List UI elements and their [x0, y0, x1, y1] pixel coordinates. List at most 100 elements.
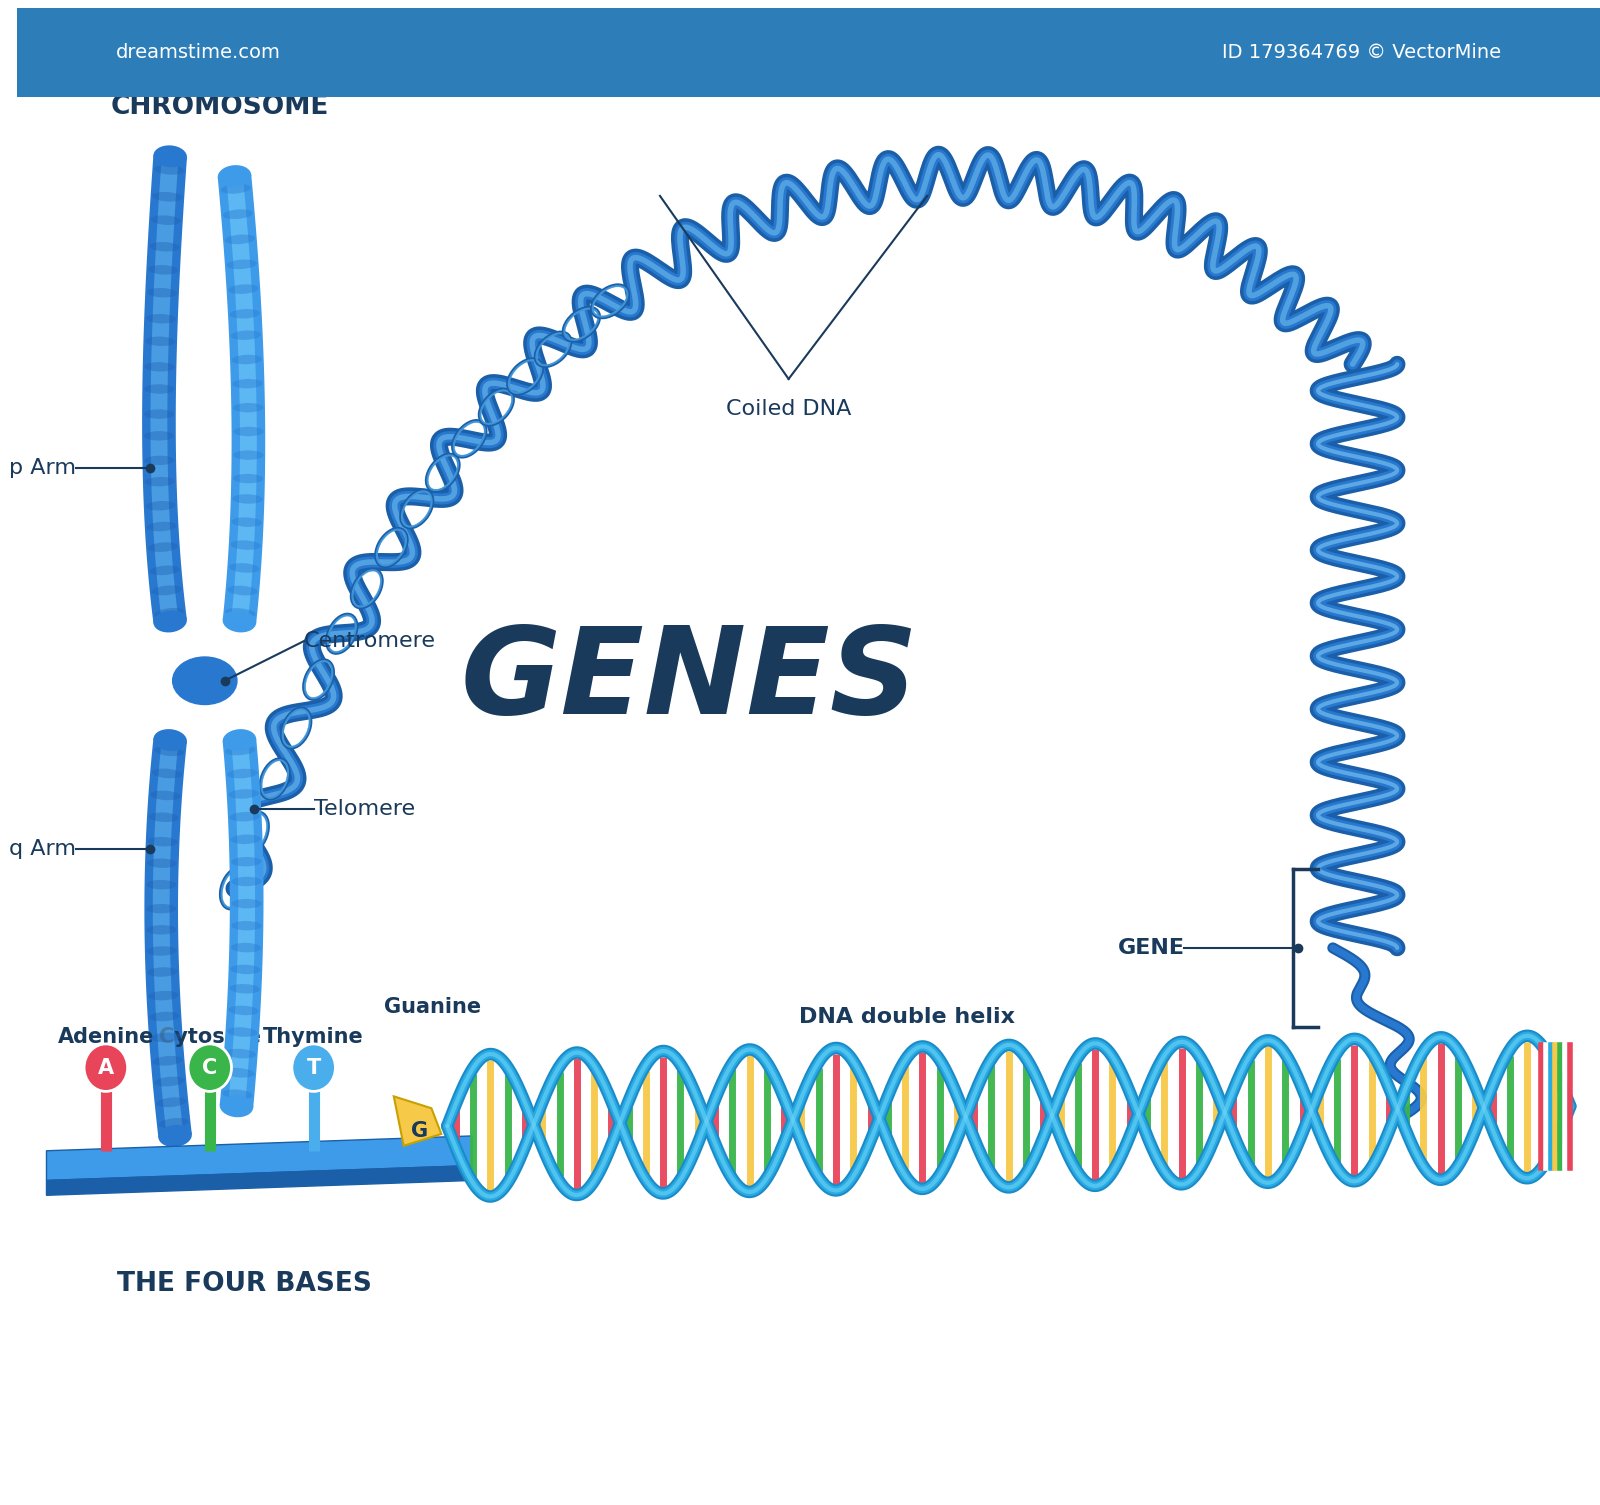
Ellipse shape [146, 905, 176, 914]
Ellipse shape [147, 858, 178, 868]
Ellipse shape [222, 209, 253, 220]
Polygon shape [150, 155, 179, 623]
Text: p Arm: p Arm [10, 458, 77, 479]
Ellipse shape [150, 566, 179, 575]
Text: Guanine: Guanine [384, 998, 482, 1017]
Ellipse shape [227, 1028, 258, 1037]
Ellipse shape [226, 608, 256, 619]
Text: Telomere: Telomere [314, 799, 414, 819]
Text: THE FOUR BASES: THE FOUR BASES [117, 1272, 371, 1297]
Ellipse shape [152, 769, 182, 778]
Ellipse shape [229, 284, 259, 293]
Ellipse shape [147, 542, 178, 552]
Ellipse shape [150, 1032, 181, 1041]
Ellipse shape [230, 856, 261, 867]
Ellipse shape [152, 585, 182, 596]
Ellipse shape [147, 968, 178, 977]
Ellipse shape [232, 898, 262, 909]
Ellipse shape [85, 1044, 128, 1091]
Ellipse shape [147, 522, 176, 531]
Polygon shape [394, 1096, 442, 1145]
Ellipse shape [291, 1044, 336, 1091]
Text: Coiled DNA: Coiled DNA [726, 399, 851, 418]
Ellipse shape [221, 184, 251, 194]
Text: dreamstime.com: dreamstime.com [115, 44, 280, 62]
Polygon shape [226, 176, 258, 622]
Ellipse shape [146, 501, 176, 510]
Polygon shape [144, 739, 192, 1138]
Ellipse shape [222, 728, 256, 751]
Text: GENES: GENES [461, 622, 918, 739]
Ellipse shape [146, 315, 176, 324]
Ellipse shape [173, 658, 237, 704]
Ellipse shape [226, 235, 254, 244]
Ellipse shape [230, 965, 261, 974]
Ellipse shape [147, 287, 178, 298]
Ellipse shape [154, 728, 187, 751]
Text: G: G [411, 1121, 429, 1141]
Ellipse shape [218, 166, 251, 187]
Ellipse shape [229, 984, 259, 993]
Text: Centromere: Centromere [304, 631, 435, 652]
Polygon shape [154, 739, 184, 1136]
Ellipse shape [152, 1057, 182, 1066]
Ellipse shape [230, 813, 259, 822]
Ellipse shape [227, 585, 258, 596]
Ellipse shape [146, 337, 176, 346]
Polygon shape [18, 8, 1600, 96]
Text: DNA double helix: DNA double helix [798, 1007, 1014, 1028]
Ellipse shape [144, 477, 174, 486]
Text: Adenine: Adenine [58, 1026, 154, 1047]
Ellipse shape [149, 242, 179, 251]
Polygon shape [218, 175, 266, 623]
Ellipse shape [224, 1069, 254, 1078]
Text: Chromatid: Chromatid [208, 1160, 339, 1180]
Polygon shape [219, 739, 264, 1108]
Ellipse shape [222, 611, 256, 632]
Ellipse shape [227, 259, 258, 269]
Ellipse shape [230, 835, 261, 844]
Ellipse shape [234, 450, 264, 461]
Text: Chromatid: Chromatid [98, 1160, 229, 1180]
Ellipse shape [157, 1097, 187, 1108]
Ellipse shape [144, 456, 174, 465]
Text: A: A [98, 1058, 114, 1078]
Text: Cytosine: Cytosine [158, 1026, 261, 1047]
Ellipse shape [144, 430, 174, 441]
Ellipse shape [226, 745, 256, 756]
Ellipse shape [230, 331, 261, 340]
Text: q Arm: q Arm [10, 838, 77, 859]
Ellipse shape [150, 215, 181, 224]
Polygon shape [46, 1136, 472, 1180]
Ellipse shape [149, 813, 179, 822]
Ellipse shape [232, 494, 262, 504]
Ellipse shape [232, 355, 262, 364]
Ellipse shape [149, 1011, 179, 1022]
Ellipse shape [158, 1124, 192, 1147]
Ellipse shape [234, 474, 264, 483]
Text: T: T [307, 1058, 320, 1078]
Ellipse shape [232, 877, 262, 886]
Ellipse shape [232, 379, 262, 388]
Text: CHROMOSOME: CHROMOSOME [110, 93, 330, 120]
Polygon shape [229, 739, 254, 1108]
Ellipse shape [154, 1076, 184, 1087]
Ellipse shape [146, 880, 176, 889]
Ellipse shape [147, 947, 178, 956]
Ellipse shape [230, 540, 261, 549]
Ellipse shape [154, 166, 184, 175]
Ellipse shape [219, 1096, 253, 1117]
Ellipse shape [227, 769, 258, 778]
Text: GENE: GENE [1117, 938, 1184, 957]
Ellipse shape [154, 611, 187, 632]
Polygon shape [142, 155, 187, 623]
Text: Thymine: Thymine [264, 1026, 365, 1047]
Ellipse shape [154, 746, 184, 756]
Ellipse shape [147, 837, 178, 846]
Ellipse shape [158, 1118, 189, 1127]
Ellipse shape [229, 563, 259, 573]
Ellipse shape [230, 942, 261, 953]
Ellipse shape [232, 921, 262, 930]
Polygon shape [46, 1165, 472, 1195]
Ellipse shape [146, 926, 176, 935]
